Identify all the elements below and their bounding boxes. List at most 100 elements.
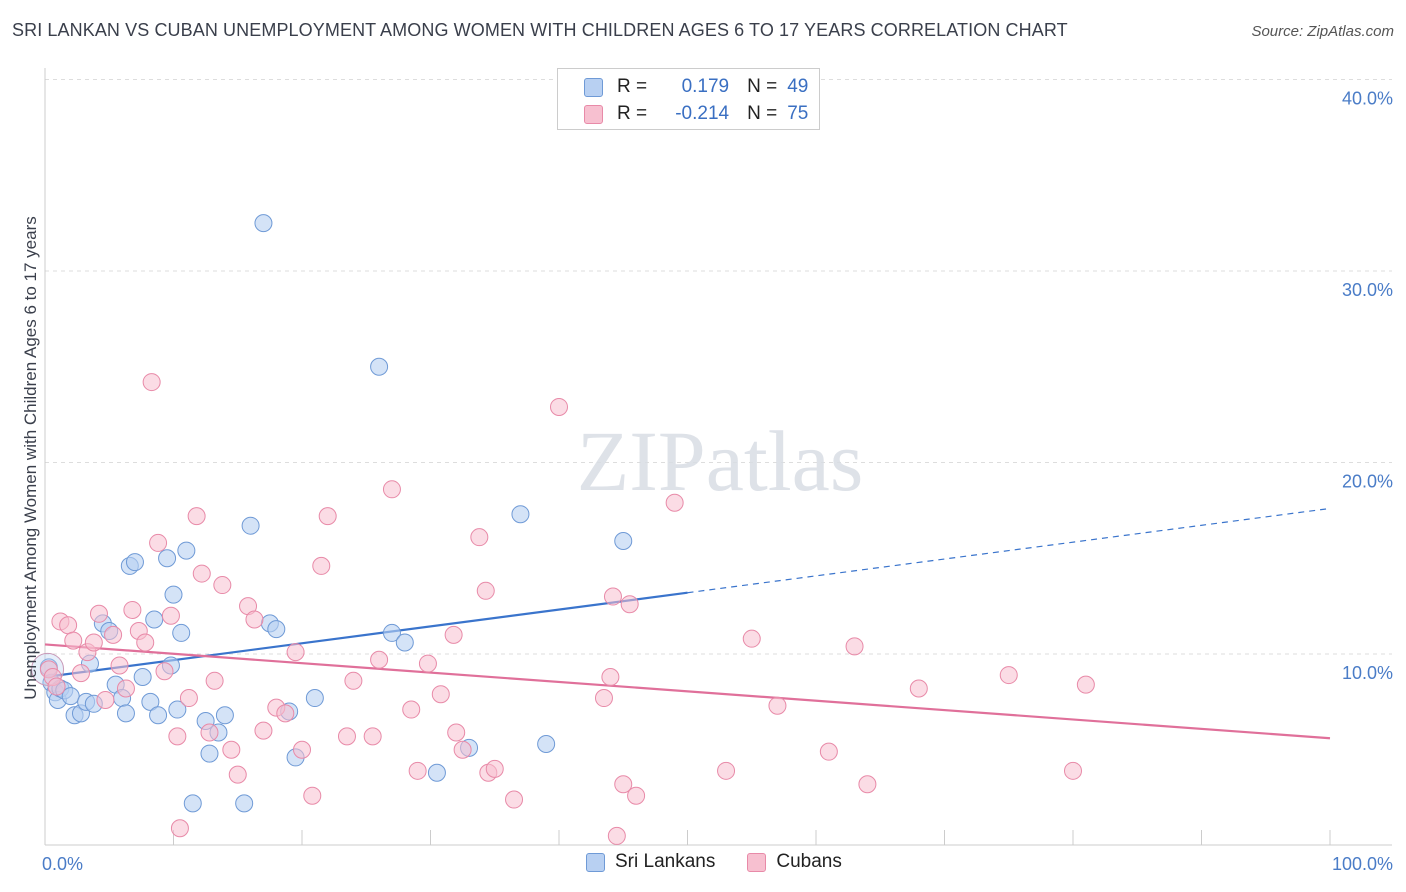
cubans-point [418,654,437,673]
cubans-point [318,507,337,526]
cubans-point [64,631,83,650]
sri-lankans-point [177,541,196,560]
x-tick-label: 100.0% [1332,854,1393,874]
sri-lankans-point [235,794,254,813]
tick-labels: 10.0% 20.0% 30.0% 40.0% 0.0% 100.0% [42,89,1393,875]
sri-lankans-point [145,610,164,629]
cubans-point [71,664,90,683]
cubans-point [370,650,389,669]
cubans-point [620,595,639,614]
cubans-point [286,643,305,662]
sri-lankans-point [164,585,183,604]
cubans-point [431,685,450,704]
sri-lankans-point [267,620,286,639]
cubans-point [447,723,466,742]
legend-n-value: 49 [787,76,809,97]
sri-lankans-point [183,794,202,813]
cubans-point [123,600,142,619]
cubans-point [149,533,168,552]
cubans-point [363,727,382,746]
cubans-point [485,759,504,778]
cubans-point [104,625,123,644]
watermark: ZIPatlas [577,413,864,509]
cubans-point [276,704,295,723]
sri-lankans-point [382,623,401,642]
cubans-point [999,666,1018,685]
cubans-point [213,576,232,595]
cubans-point [476,581,495,600]
legend-n-label: N = [747,103,778,124]
sri-lankans-point [254,214,273,233]
legend-row-cubans: R = -0.214 N = 75 [584,102,808,126]
cubans-point [96,690,115,709]
cubans-point [116,679,135,698]
bottom-legend-cubans: Cubans [776,851,842,872]
cubans-point [344,671,363,690]
y-tick-label: 40.0% [1342,89,1393,109]
cubans-point [110,656,129,675]
cubans-point [607,826,626,845]
cubans-point [858,775,877,794]
legend-r-value: 0.179 [681,76,730,97]
bottom-legend-swatch-pink [747,852,767,872]
cubans-point [614,775,633,794]
cubans-point [909,679,928,698]
cubans-point [228,765,247,784]
legend-swatch-pink [584,104,603,124]
bottom-legend-sri-lankans: Sri Lankans [615,851,716,872]
sri-lankans-point [241,516,260,535]
x-tick-label: 0.0% [42,854,83,874]
y-tick-label: 20.0% [1342,472,1393,492]
legend-n-value: 75 [787,103,809,124]
cubans-point [254,721,273,740]
sri-lankans-trend-line [44,591,688,679]
cubans-point [819,742,838,761]
cubans-point [136,633,155,652]
legend: R = 0.179 N = 49 R = -0.214 N = 75 [557,68,820,130]
cubans-point [192,564,211,583]
grid-lines [45,79,1392,655]
trend-lines [44,507,1331,740]
cubans-point [84,633,103,652]
sri-lankans-point [168,700,187,719]
bottom-legend: Sri Lankans Cubans [586,851,842,873]
y-tick-label: 30.0% [1342,280,1393,300]
cubans-point [205,671,224,690]
cubans-point [601,667,620,686]
cubans-point [453,740,472,759]
cubans-point [312,556,331,575]
cubans-point [603,587,622,606]
cubans-point [222,740,241,759]
cubans-point [155,662,174,681]
cubans-point [594,689,613,708]
cubans-point [187,507,206,526]
sri-lankans-point [427,763,446,782]
legend-r-label: R = [617,76,648,97]
sri-lankans-point [172,623,191,642]
legend-r-value: -0.214 [675,103,730,124]
cubans-point [627,786,646,805]
sri-lankans-point [215,706,234,725]
cubans-point [1076,675,1095,694]
cubans-point [170,819,189,838]
legend-swatch-blue [584,77,603,97]
sri-lankans-point [511,505,530,524]
cubans-point [168,727,187,746]
cubans-point [179,689,198,708]
cubans-point [142,373,161,392]
cubans-point [768,696,787,715]
cubans-point [845,637,864,656]
sri-lankans-point [614,532,633,551]
legend-n-label: N = [747,76,778,97]
cubans-point [89,604,108,623]
cubans-point [665,493,684,512]
cubans-point [402,700,421,719]
sri-lankans-point [158,549,177,568]
cubans-point [245,610,264,629]
y-axis-label: Unemployment Among Women with Children A… [21,216,40,700]
sri-lankans-point [133,667,152,686]
legend-row-sri-lankans: R = 0.179 N = 49 [584,75,808,99]
cubans-point [550,397,568,416]
y-tick-label: 10.0% [1342,663,1393,683]
